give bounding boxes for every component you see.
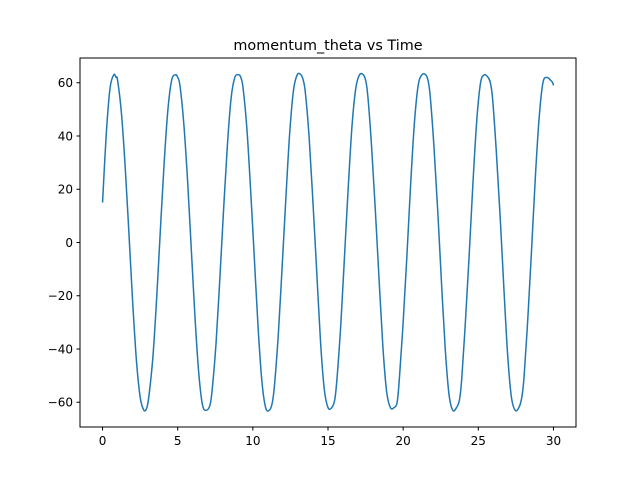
x-tick-label: 25 (471, 434, 486, 448)
x-tick-label: 0 (99, 434, 107, 448)
plot-area (101, 72, 555, 412)
y-tick-label: 60 (58, 76, 73, 90)
y-tick-label: 0 (65, 236, 73, 250)
x-tick-label: 15 (320, 434, 335, 448)
y-axis: −60 −40 −20 0 20 40 60 (48, 76, 80, 410)
y-tick-label: 40 (58, 129, 73, 143)
x-tick-label: 5 (174, 434, 182, 448)
x-tick-label: 20 (396, 434, 411, 448)
y-tick-label: −20 (48, 289, 73, 303)
y-tick-label: 20 (58, 183, 73, 197)
y-tick-label: −40 (48, 342, 73, 356)
x-tick-label: 10 (245, 434, 260, 448)
x-axis: 0 5 10 15 20 25 30 (99, 427, 561, 448)
y-tick-label: −60 (48, 396, 73, 410)
series-line-0 (101, 72, 555, 412)
chart-title: momentum_theta vs Time (233, 38, 422, 54)
x-tick-label: 30 (546, 434, 561, 448)
